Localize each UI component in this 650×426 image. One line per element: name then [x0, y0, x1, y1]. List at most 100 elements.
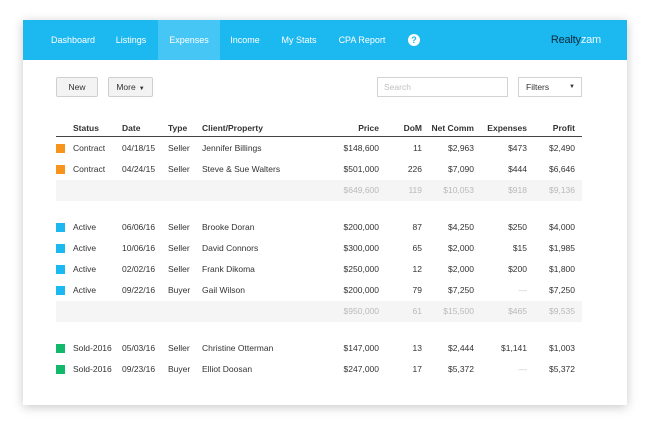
nav-expenses[interactable]: Expenses [158, 20, 220, 60]
total-profit: $9,136 [549, 185, 575, 195]
cell-dom: 11 [413, 143, 422, 153]
total-dom: 119 [408, 185, 422, 195]
cell-client: Gail Wilson [202, 285, 245, 295]
cell-dom: 17 [412, 364, 422, 374]
cell-date: 09/23/16 [122, 364, 156, 374]
cell-net-comm: $2,444 [448, 343, 474, 353]
cell-date: 04/18/15 [122, 143, 156, 153]
header-price[interactable]: Price [358, 123, 379, 133]
cell-type: Seller [168, 143, 190, 153]
cell-price: $501,000 [343, 164, 379, 174]
header-net-comm[interactable]: Net Comm [431, 123, 474, 133]
table-row[interactable]: Contract 04/24/15 Seller Steve & Sue Walter… [56, 159, 582, 180]
cell-type: Seller [168, 243, 190, 253]
nav-cpa-report[interactable]: CPA Report [338, 35, 386, 45]
caret-down-icon: ▼ [138, 86, 145, 92]
cell-date: 09/22/16 [122, 285, 156, 295]
cell-dom: 12 [412, 264, 422, 274]
table-row[interactable]: Active 06/06/16 Seller Brooke Doran $200,000… [56, 217, 582, 238]
cell-client: Steve & Sue Walters [202, 164, 281, 174]
brand-logo: Realtyzam [551, 20, 601, 60]
cell-status: Sold-2016 [73, 364, 112, 374]
filters-dropdown[interactable]: Filters ▼ [518, 77, 582, 97]
cell-price: $300,000 [343, 243, 379, 253]
cell-expenses: — [518, 364, 528, 374]
nav-income[interactable]: Income [230, 35, 260, 45]
status-color-swatch [56, 165, 65, 174]
help-icon[interactable]: ? [408, 34, 420, 46]
cell-profit: $1,800 [549, 264, 575, 274]
more-button-label: More [116, 82, 136, 92]
cell-type: Buyer [168, 364, 191, 374]
status-color-swatch [56, 144, 65, 153]
cell-expenses: $444 [508, 164, 527, 174]
search-input[interactable] [377, 77, 508, 97]
brand-part2: zam [580, 34, 601, 46]
cell-type: Seller [168, 222, 190, 232]
table-row[interactable]: Sold-2016 09/23/16 Buyer Elliot Doosan $247,… [56, 359, 582, 380]
header-profit[interactable]: Profit [552, 123, 575, 133]
top-navbar: Dashboard Listings Expenses Income My St… [23, 20, 627, 60]
app-window: Dashboard Listings Expenses Income My St… [23, 20, 627, 405]
cell-status: Active [73, 222, 97, 232]
table-row[interactable]: Active 10/06/16 Seller David Connors $300,00… [56, 238, 582, 259]
total-expenses: $465 [508, 306, 527, 316]
cell-net-comm: $2,963 [448, 143, 474, 153]
new-button[interactable]: New [56, 77, 98, 97]
status-color-swatch [56, 344, 65, 353]
total-profit: $9,535 [549, 306, 575, 316]
cell-dom: 79 [412, 285, 422, 295]
cell-type: Seller [168, 343, 190, 353]
cell-net-comm: $7,250 [448, 285, 474, 295]
header-type[interactable]: Type [168, 123, 188, 133]
cell-dom: 65 [412, 243, 422, 253]
cell-type: Seller [168, 264, 190, 274]
cell-status: Active [73, 285, 97, 295]
cell-date: 06/06/16 [122, 222, 156, 232]
total-price: $649,600 [343, 185, 379, 195]
cell-profit: $6,646 [549, 164, 575, 174]
nav-dashboard[interactable]: Dashboard [50, 35, 96, 45]
group-total-row: $649,600 119 $10,053 $918 $9,136 [56, 180, 582, 201]
cell-type: Seller [168, 164, 190, 174]
table-row[interactable]: Active 09/22/16 Buyer Gail Wilson $200,000 79… [56, 280, 582, 301]
table-row[interactable]: Contract 04/18/15 Seller Jennifer Billings $… [56, 138, 582, 159]
cell-client: Brooke Doran [202, 222, 255, 232]
cell-price: $200,000 [343, 285, 379, 295]
cell-dom: 13 [412, 343, 422, 353]
cell-date: 02/02/16 [122, 264, 156, 274]
cell-expenses: $15 [512, 243, 527, 253]
cell-status: Active [73, 243, 97, 253]
cell-type: Buyer [168, 285, 191, 295]
cell-client: Christine Otterman [202, 343, 274, 353]
status-color-swatch [56, 286, 65, 295]
cell-client: Elliot Doosan [202, 364, 253, 374]
header-dom[interactable]: DoM [403, 123, 422, 133]
cell-net-comm: $5,372 [448, 364, 474, 374]
nav-my-stats[interactable]: My Stats [281, 35, 317, 45]
total-price: $950,000 [343, 306, 379, 316]
header-status[interactable]: Status [73, 123, 99, 133]
total-dom: 61 [412, 306, 422, 316]
total-net-comm: $10,053 [443, 185, 474, 195]
table-header: Status Date Type Client/Property Price D… [56, 120, 582, 137]
cell-price: $247,000 [343, 364, 379, 374]
cell-dom: 87 [412, 222, 422, 232]
cell-expenses: $473 [508, 143, 527, 153]
cell-status: Contract [73, 143, 106, 153]
header-client[interactable]: Client/Property [202, 123, 263, 133]
nav-listings[interactable]: Listings [115, 35, 147, 45]
more-button[interactable]: More ▼ [108, 77, 153, 97]
cell-client: David Connors [202, 243, 259, 253]
cell-date: 05/03/16 [122, 343, 156, 353]
cell-profit: $5,372 [549, 364, 575, 374]
cell-profit: $1,003 [549, 343, 575, 353]
cell-net-comm: $7,090 [448, 164, 474, 174]
cell-profit: $4,000 [549, 222, 575, 232]
table-row[interactable]: Active 02/02/16 Seller Frank Dikoma $250,000… [56, 259, 582, 280]
header-expenses[interactable]: Expenses [487, 123, 527, 133]
group-total-row: $950,000 61 $15,500 $465 $9,535 [56, 301, 582, 322]
table-row[interactable]: Sold-2016 05/03/16 Seller Christine Otterma… [56, 338, 582, 359]
header-date[interactable]: Date [122, 123, 141, 133]
brand-part1: Realty [550, 34, 581, 46]
